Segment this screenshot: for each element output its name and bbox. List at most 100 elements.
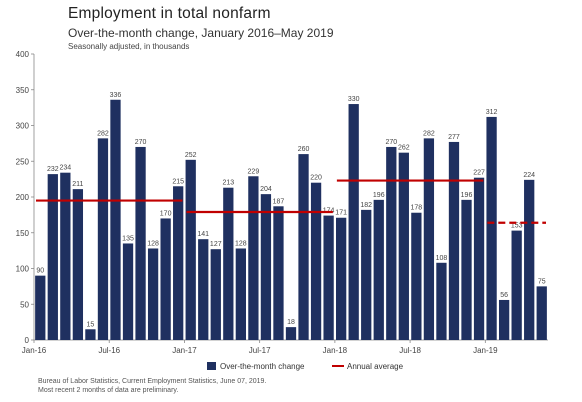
data-label: 224 [523,172,535,179]
data-label: 227 [473,170,485,177]
data-label: 270 [135,139,147,146]
bar [511,230,522,340]
y-tick-label: 350 [16,86,30,95]
bar [473,177,485,340]
x-tick-label: Jul-16 [98,346,120,355]
x-tick-label: Jul-18 [399,346,421,355]
bars [35,99,547,340]
data-label: 196 [373,192,385,199]
data-label: 135 [122,235,134,242]
data-label: 18 [287,319,295,326]
chart-subtitle: Over-the-month change, January 2016–May … [68,26,334,40]
bar [310,182,322,340]
bar [135,146,146,340]
bar [160,218,171,340]
data-label: 187 [273,198,285,205]
bar [486,116,497,340]
bar [423,138,435,340]
bar [210,249,221,340]
data-label: 277 [448,134,460,141]
data-label: 215 [172,178,184,185]
bar [47,174,58,340]
bar [398,152,409,340]
y-tick-label: 100 [16,265,30,274]
bar [336,217,347,340]
data-label: 312 [486,109,498,116]
data-label: 141 [197,231,209,238]
y-tick-label: 250 [16,157,30,166]
bar [536,286,547,340]
legend: Over-the-month change Annual average [207,362,404,371]
data-label: 262 [398,145,410,152]
data-label: 171 [335,210,347,217]
data-label: 127 [210,241,222,248]
data-label: 330 [348,96,360,103]
data-label: 213 [222,180,234,187]
bar [173,186,184,340]
bar [223,187,234,340]
data-label: 15 [87,321,95,328]
bar [285,327,297,340]
bar [348,104,359,340]
x-tick-label: Jan-16 [22,346,47,355]
data-label: 336 [110,92,122,99]
data-label: 182 [360,202,372,209]
bar [411,212,422,340]
data-label: 282 [97,130,109,137]
y-tick-label: 300 [16,122,30,131]
legend-label-bars: Over-the-month change [220,362,305,371]
data-label: 178 [411,205,423,212]
data-label: 128 [147,240,159,247]
data-label: 170 [160,210,172,217]
bar [448,141,460,340]
bar [198,239,209,340]
data-label: 90 [36,268,44,275]
y-tick-label: 150 [16,229,30,238]
bar [35,275,46,340]
data-label: 56 [500,292,508,299]
bar [373,199,384,340]
bar [361,209,372,340]
data-label: 108 [436,255,448,262]
data-label: 211 [72,181,83,188]
x-tick-label: Jan-19 [473,346,498,355]
data-label: 220 [310,175,322,182]
bar [298,154,309,340]
bar [386,146,397,340]
bar [260,194,272,340]
bar [110,99,121,340]
data-label: 75 [538,278,546,285]
data-label: 153 [511,223,523,230]
bar [524,179,535,340]
bar [185,159,196,340]
bar [461,199,472,340]
bar [235,248,246,340]
data-label: 252 [185,152,197,159]
data-label: 234 [59,165,71,172]
data-label: 282 [423,130,435,137]
bar [60,172,71,340]
preliminary-note: Most recent 2 months of data are prelimi… [38,387,179,394]
data-label: 232 [47,166,59,173]
bar [122,243,134,340]
bar [273,206,284,340]
chart-title: Employment in total nonfarm [68,5,271,22]
bar [323,215,334,340]
legend-label-average: Annual average [347,362,404,371]
y-tick-label: 0 [25,336,30,345]
bar [498,299,510,340]
bar [248,176,259,340]
bar [72,189,84,340]
chart-note: Seasonally adjusted, in thousands [68,42,190,51]
average-lines [36,179,546,224]
bar [147,248,159,340]
source-note: Bureau of Labor Statistics, Current Empl… [38,378,267,385]
data-label: 229 [248,168,260,175]
data-label: 196 [461,192,473,199]
x-tick-label: Jan-17 [172,346,197,355]
y-tick-label: 400 [16,50,30,59]
data-labels: 90 232 234 211 15 282 336 135 270 128 170 215 252 141… [36,92,545,329]
bar [97,138,109,340]
x-tick-label: Jul-17 [249,346,271,355]
